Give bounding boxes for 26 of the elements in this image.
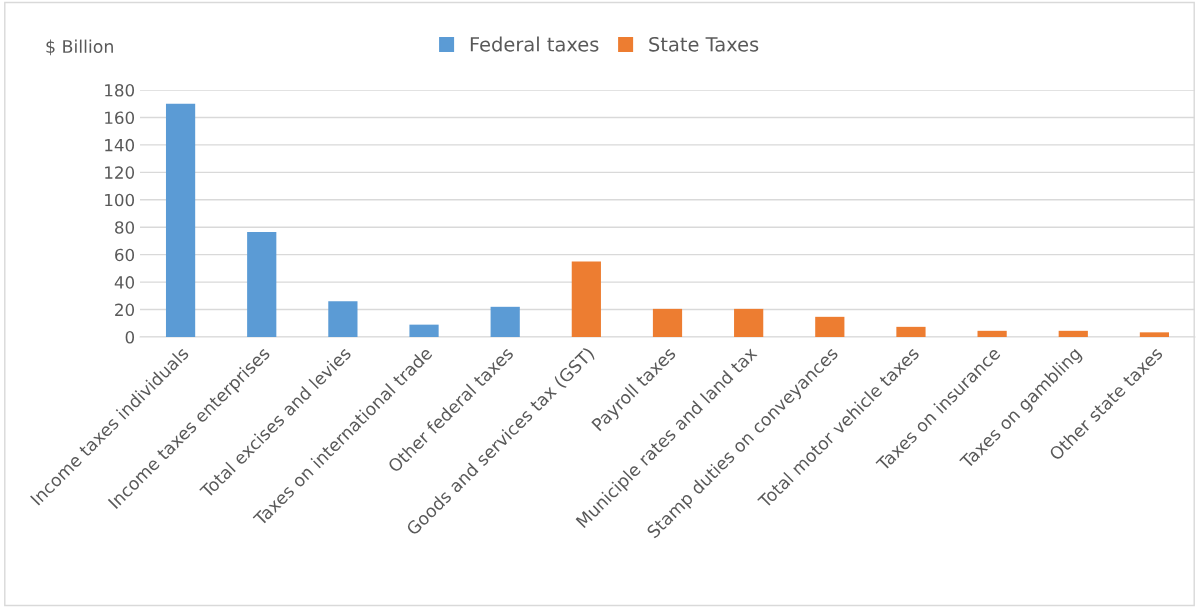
y-tick-label: 60 [115, 248, 135, 262]
y-tick-label: 40 [114, 276, 135, 289]
y-tick-label: 20 [115, 303, 135, 317]
bar [815, 316, 845, 337]
bar [571, 261, 601, 337]
bar [490, 306, 520, 337]
y-tick-label: 180 [105, 83, 135, 97]
bar [247, 232, 277, 337]
bar [1058, 330, 1088, 337]
y-axis-title: $ Billion [46, 39, 113, 56]
bar [652, 308, 683, 337]
legend-label: Federal taxes [470, 36, 599, 52]
bar [1139, 332, 1170, 337]
bar [409, 324, 439, 337]
bar [896, 326, 926, 337]
bar [977, 330, 1007, 337]
bar [328, 301, 358, 337]
y-tick-label: 140 [105, 138, 135, 152]
y-tick-label: 160 [105, 111, 135, 125]
y-tick-label: 0 [125, 330, 135, 344]
y-tick-label: 100 [105, 193, 135, 207]
legend-label: State Taxes [649, 36, 759, 52]
y-tick-label: 120 [105, 166, 135, 179]
y-tick-label: 80 [115, 221, 135, 234]
bar [165, 103, 196, 337]
bar [734, 308, 764, 337]
